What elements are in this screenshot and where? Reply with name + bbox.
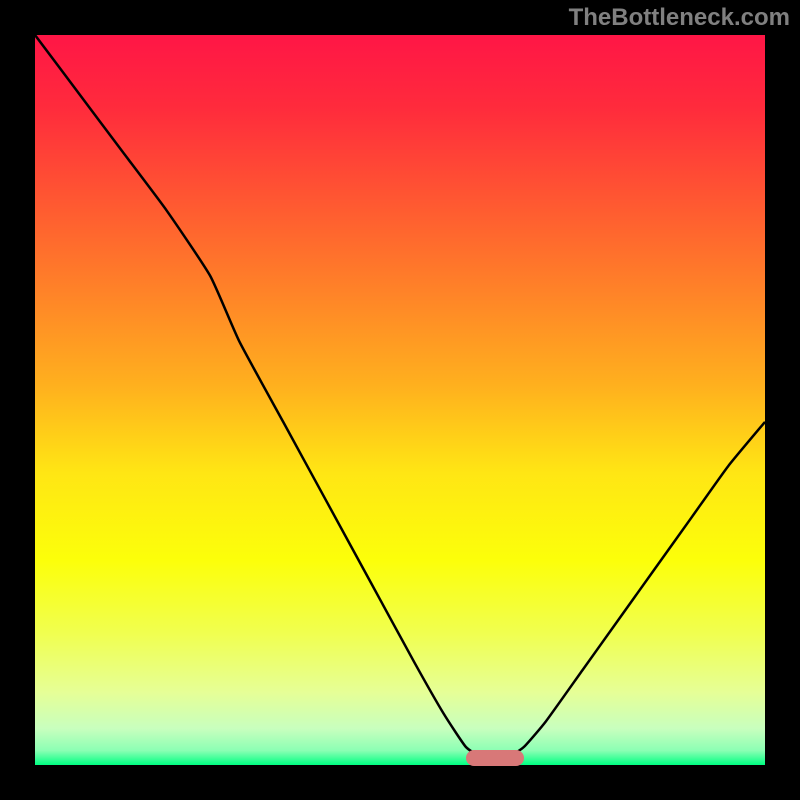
bottleneck-curve — [35, 35, 765, 758]
chart-container: TheBottleneck.com — [0, 0, 800, 800]
watermark-text: TheBottleneck.com — [569, 4, 790, 32]
curve-svg — [35, 35, 765, 765]
plot-area — [35, 35, 765, 765]
optimum-marker — [466, 750, 524, 766]
